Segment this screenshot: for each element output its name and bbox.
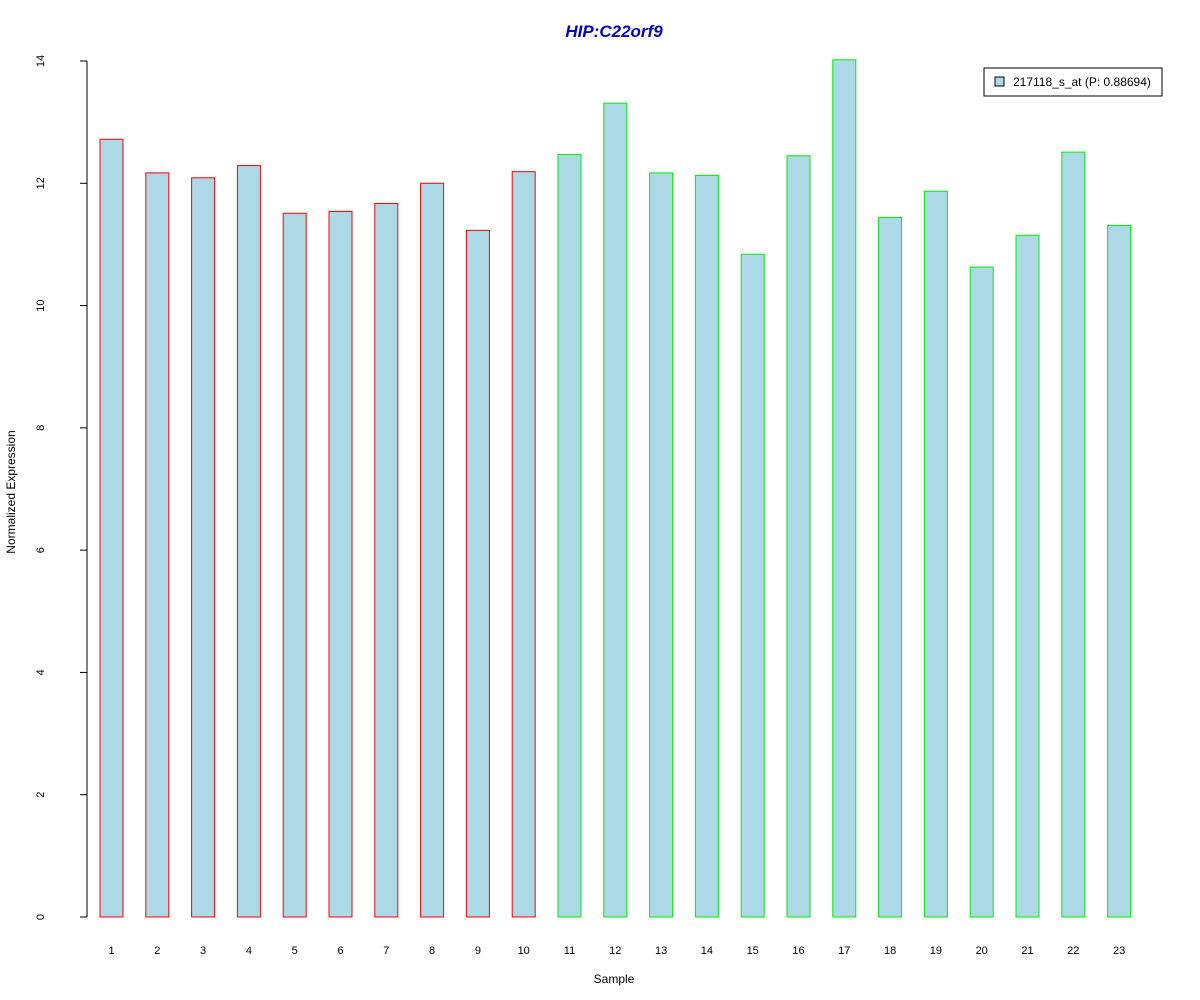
x-tick-label: 9 bbox=[475, 945, 481, 957]
y-tick-label: 0 bbox=[35, 914, 47, 920]
x-axis-tick-labels: 1 2 3 4 5 6 7 8 9 10 11 12 13 14 15 16 17 18 19 20 21 22 23 bbox=[108, 945, 1125, 957]
bar-sample-5 bbox=[282, 212, 307, 918]
bar-sample-13 bbox=[649, 172, 674, 918]
chart-title: HIP:C22orf9 bbox=[565, 22, 663, 41]
bar-sample-14 bbox=[694, 174, 719, 918]
legend-entry: 217118_s_at (P: 0.88694) bbox=[1013, 75, 1151, 89]
bar-sample-21 bbox=[1015, 234, 1040, 918]
legend-box bbox=[983, 67, 1163, 97]
x-tick-label: 13 bbox=[655, 945, 667, 957]
bar-sample-12 bbox=[603, 102, 628, 918]
x-tick-label: 18 bbox=[884, 945, 896, 957]
x-tick-label: 8 bbox=[429, 945, 435, 957]
bar-sample-6 bbox=[328, 210, 353, 918]
x-tick-label: 16 bbox=[792, 945, 804, 957]
bar-sample-23 bbox=[1107, 224, 1132, 918]
x-axis-label: Sample bbox=[594, 972, 635, 986]
y-axis-label: Normalized Expression bbox=[4, 430, 18, 553]
y-tick-label: 8 bbox=[35, 425, 47, 431]
bar-sample-2 bbox=[145, 172, 170, 918]
bar-sample-22 bbox=[1061, 151, 1086, 918]
legend: 217118_s_at (P: 0.88694) bbox=[983, 67, 1163, 97]
bar-sample-16 bbox=[786, 155, 811, 918]
bar-sample-1 bbox=[99, 138, 124, 918]
x-tick-label: 3 bbox=[200, 945, 206, 957]
bar-sample-3 bbox=[191, 177, 216, 918]
x-tick-label: 2 bbox=[154, 945, 160, 957]
x-tick-label: 21 bbox=[1021, 945, 1033, 957]
bar-sample-18 bbox=[878, 217, 903, 918]
x-tick-label: 10 bbox=[518, 945, 530, 957]
bar-sample-10 bbox=[511, 171, 536, 918]
bar-sample-4 bbox=[236, 165, 261, 918]
x-tick-label: 22 bbox=[1067, 945, 1079, 957]
bar-sample-15 bbox=[740, 253, 765, 918]
legend-swatch bbox=[994, 76, 1005, 87]
y-tick-label: 4 bbox=[35, 669, 47, 675]
y-tick-label: 10 bbox=[35, 299, 47, 311]
bar-sample-11 bbox=[557, 154, 582, 918]
bar-sample-19 bbox=[923, 190, 948, 918]
x-tick-label: 17 bbox=[838, 945, 850, 957]
x-tick-label: 20 bbox=[976, 945, 988, 957]
bar-sample-20 bbox=[969, 266, 994, 918]
y-tick-label: 6 bbox=[35, 547, 47, 553]
bar-sample-7 bbox=[374, 202, 399, 918]
x-tick-label: 4 bbox=[246, 945, 252, 957]
x-tick-label: 14 bbox=[701, 945, 713, 957]
bar-sample-9 bbox=[465, 229, 490, 918]
bars bbox=[99, 59, 1132, 918]
x-tick-label: 19 bbox=[930, 945, 942, 957]
y-axis: 0 2 4 6 8 10 12 14 bbox=[35, 55, 88, 920]
x-tick-label: 15 bbox=[747, 945, 759, 957]
x-tick-label: 7 bbox=[383, 945, 389, 957]
y-tick-label: 14 bbox=[35, 55, 47, 67]
x-tick-label: 23 bbox=[1113, 945, 1125, 957]
x-tick-label: 5 bbox=[292, 945, 298, 957]
x-tick-label: 1 bbox=[108, 945, 114, 957]
y-tick-label: 2 bbox=[35, 792, 47, 798]
x-tick-label: 11 bbox=[564, 945, 575, 957]
y-tick-label: 12 bbox=[35, 177, 47, 189]
x-tick-label: 6 bbox=[337, 945, 343, 957]
bar-sample-8 bbox=[420, 182, 445, 918]
bar-sample-17 bbox=[832, 59, 857, 918]
x-tick-label: 12 bbox=[609, 945, 621, 957]
